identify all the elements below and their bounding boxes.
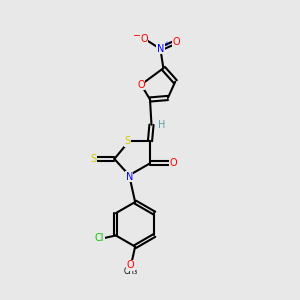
Text: −: − xyxy=(134,31,142,41)
Text: N: N xyxy=(125,172,133,182)
Text: +: + xyxy=(163,41,169,47)
Text: O: O xyxy=(127,260,134,270)
Text: CH₃: CH₃ xyxy=(124,267,138,276)
Text: S: S xyxy=(91,154,97,164)
Text: O: O xyxy=(137,80,145,90)
Text: H: H xyxy=(158,120,166,130)
Text: S: S xyxy=(124,136,131,146)
Text: O: O xyxy=(173,37,181,46)
Text: N: N xyxy=(157,44,164,54)
Text: O: O xyxy=(140,34,148,44)
Text: Cl: Cl xyxy=(95,233,104,243)
Text: O: O xyxy=(170,158,178,168)
